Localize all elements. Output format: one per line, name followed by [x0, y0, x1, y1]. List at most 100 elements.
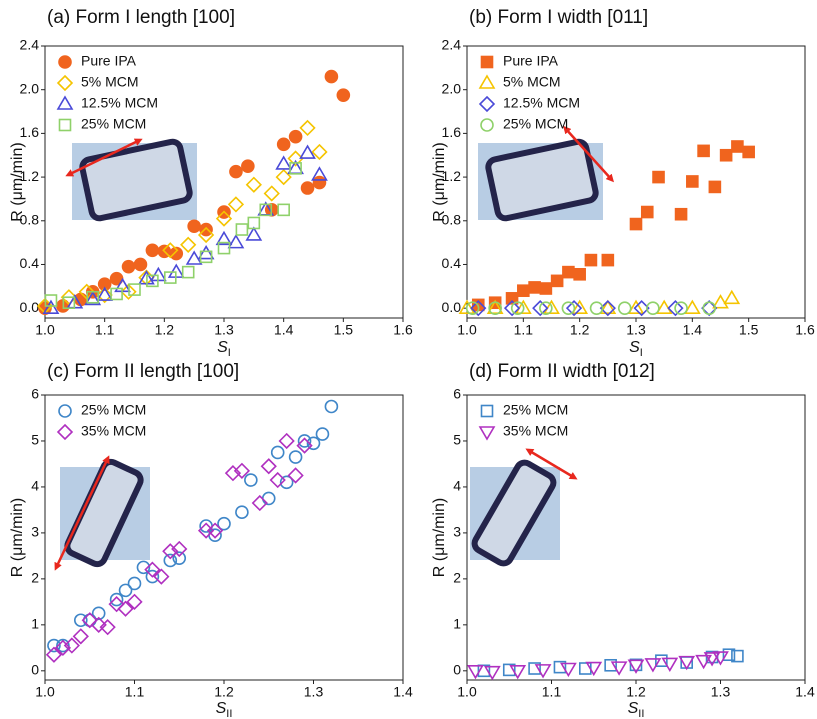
y-tick-label: 1.6: [20, 124, 40, 140]
y-axis-label: R (μm/min): [431, 498, 448, 577]
point: [217, 241, 231, 255]
panel-title: (c) Form II length [100]: [47, 361, 239, 382]
point: [678, 655, 696, 671]
point: [261, 491, 276, 506]
point: [275, 155, 293, 170]
point: [288, 450, 303, 464]
y-tick-label: 0.4: [20, 255, 40, 271]
point: [674, 207, 688, 221]
point: [247, 216, 261, 230]
point: [121, 259, 136, 274]
point: [477, 664, 491, 678]
point: [686, 175, 699, 188]
x-axis-subscript: I: [228, 347, 231, 359]
point: [695, 654, 712, 670]
legend-marker: [478, 426, 496, 441]
x-tick-label: 1.5: [334, 322, 354, 338]
x-axis-subscript: I: [640, 347, 643, 359]
point: [617, 301, 632, 315]
legend-label: 12.5% MCM: [81, 95, 158, 111]
point: [63, 637, 80, 654]
point: [227, 196, 245, 213]
point: [539, 282, 553, 295]
point: [610, 661, 628, 676]
point: [703, 652, 721, 667]
legend-label: 35% MCM: [503, 423, 568, 439]
point: [180, 236, 197, 253]
legend-label: 35% MCM: [81, 423, 146, 439]
point: [502, 663, 516, 677]
point: [697, 144, 710, 158]
point: [562, 265, 575, 279]
point: [260, 458, 277, 475]
point: [661, 657, 679, 673]
x-tick-label: 1.2: [626, 684, 646, 700]
point: [120, 283, 137, 300]
point: [277, 203, 290, 217]
panel: (d) Form II width [012] 1.0 1.1 1.2 1.3 1.4 0 1…: [431, 361, 815, 719]
y-axis-label: R (μm/min): [431, 142, 448, 221]
point: [215, 210, 233, 227]
point: [91, 606, 106, 621]
point: [599, 300, 616, 317]
x-tick-label: 1.4: [795, 684, 815, 700]
point: [118, 583, 133, 598]
x-axis-label: SI: [629, 339, 643, 359]
point: [528, 281, 541, 294]
x-tick-label: 1.4: [393, 684, 413, 700]
y-tick-label: 4: [31, 478, 39, 494]
point: [528, 662, 541, 675]
point: [81, 612, 98, 629]
point: [486, 299, 504, 314]
point: [227, 234, 245, 249]
x-tick-label: 1.0: [35, 322, 55, 338]
point: [42, 299, 60, 314]
point: [287, 150, 304, 167]
point: [644, 658, 662, 673]
point: [44, 294, 58, 307]
point: [561, 301, 576, 315]
arrow: [525, 448, 578, 480]
point: [719, 148, 733, 162]
point: [62, 296, 76, 310]
x-tick-label: 1.2: [155, 322, 175, 338]
x-tick-label: 1.2: [570, 322, 590, 338]
point: [199, 250, 213, 264]
point: [539, 301, 553, 315]
x-axis-symbol: S: [628, 700, 639, 717]
arrow: [562, 125, 615, 183]
point: [601, 253, 615, 267]
point: [162, 543, 179, 560]
point: [276, 137, 291, 152]
y-tick-label: 1.2: [442, 168, 462, 184]
point: [199, 222, 213, 237]
x-tick-label: 1.0: [457, 322, 477, 338]
y-tick-label: 2.0: [442, 80, 462, 96]
point: [517, 284, 530, 297]
x-tick-label: 1.0: [457, 684, 477, 700]
point: [97, 277, 112, 291]
point: [467, 665, 484, 680]
point: [336, 88, 351, 102]
point: [245, 176, 262, 193]
point: [589, 301, 604, 315]
x-tick-label: 1.4: [683, 322, 703, 338]
legend-label: Pure IPA: [503, 53, 559, 69]
point: [503, 300, 521, 317]
point: [224, 465, 242, 482]
point: [117, 600, 134, 617]
point: [470, 300, 487, 317]
point: [667, 300, 684, 317]
y-axis-label: R (μm/min): [9, 498, 26, 577]
panel-title: (a) Form I length [100]: [47, 7, 235, 28]
point: [279, 475, 294, 490]
point: [54, 639, 72, 656]
point: [181, 265, 195, 279]
y-tick-label: 2: [31, 570, 39, 586]
point: [640, 205, 654, 219]
y-tick-label: 1.2: [20, 168, 40, 184]
point: [229, 164, 243, 179]
point: [655, 654, 668, 667]
point: [278, 432, 295, 450]
